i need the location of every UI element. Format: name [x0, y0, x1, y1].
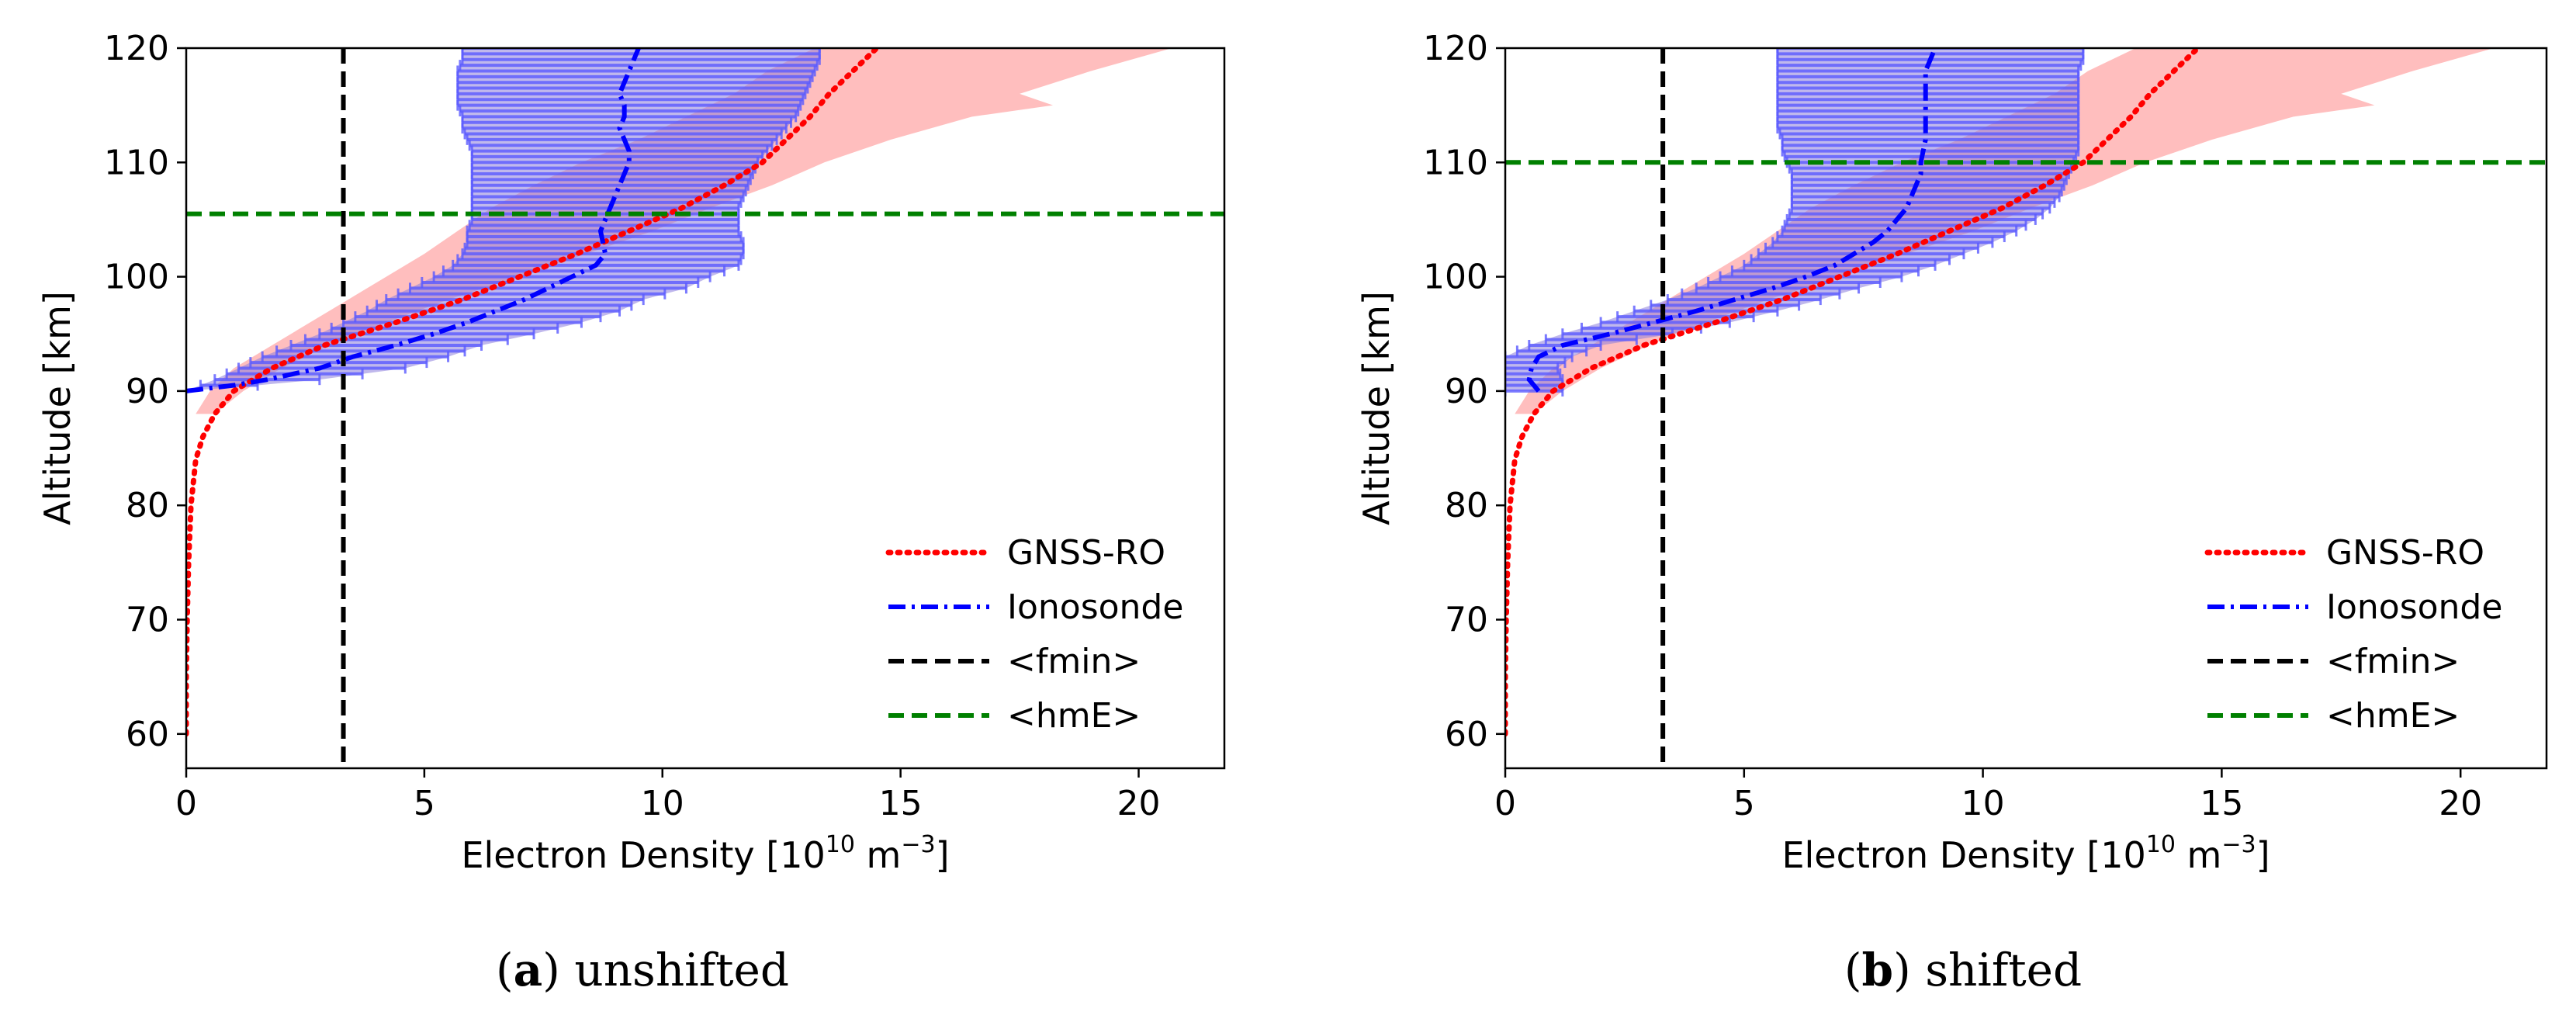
legend-label: <fmin>	[2326, 642, 2460, 681]
x-tick-label: 10	[1961, 784, 2005, 823]
gnss-ro-line	[186, 48, 880, 737]
x-axis-label-part: m	[855, 834, 901, 876]
y-tick-label: 80	[126, 486, 169, 525]
caption-paren: )	[1893, 944, 1925, 996]
axes-frame	[185, 47, 1226, 770]
x-tick-label: 5	[414, 784, 435, 823]
caption-paren: (	[1844, 944, 1862, 996]
x-axis-label-part: Electron Density [10	[461, 834, 825, 876]
caption-letter: b	[1862, 944, 1894, 996]
panel-b-shifted: 0 5 10 15 20 60 70 80 90 100 110 120 Electron Densit…	[1356, 29, 2548, 996]
x-axis-label-superscript: 10	[826, 831, 855, 858]
y-tick-label: 110	[1423, 143, 1488, 182]
panel-a-unshifted: 0 5 10 15 20 60 70 80 90 100 110 120 Electron Densit…	[36, 29, 1226, 996]
y-tick-label: 80	[1445, 486, 1488, 525]
legend-label: GNSS-RO	[1007, 533, 1165, 573]
legend-label: <hmE>	[2326, 696, 2460, 736]
x-tick-label: 15	[2200, 784, 2243, 823]
caption-letter: a	[514, 944, 543, 996]
x-tick-label: 20	[1117, 784, 1161, 823]
legend: GNSS-RO Ionosonde <fmin> <hmE>	[885, 533, 1183, 736]
legend-label: Ionosonde	[2326, 587, 2502, 627]
y-tick-label: 120	[104, 29, 169, 68]
x-tick-label: 0	[1494, 784, 1516, 823]
ionosonde-errorbars	[199, 48, 821, 391]
panel-caption: (a) unshifted	[496, 944, 789, 996]
x-axis-label-part: m	[2176, 834, 2221, 876]
x-axis-label-part: ]	[936, 834, 950, 876]
x-tick-label: 10	[641, 784, 684, 823]
y-tick-label: 70	[1445, 601, 1488, 640]
caption-text: shifted	[1925, 944, 2082, 996]
legend-label: Ionosonde	[1007, 587, 1183, 627]
y-tick-label: 70	[126, 601, 169, 640]
plot-area	[186, 48, 1224, 768]
y-tick-label: 90	[1445, 372, 1488, 411]
y-tick-label: 90	[126, 372, 169, 411]
y-tick-label: 110	[104, 143, 169, 182]
x-axis-label: Electron Density [1010 m−3]	[461, 831, 949, 876]
y-axis-label: Altitude [km]	[36, 291, 78, 525]
gnss-ro-line	[1505, 48, 2201, 737]
legend-label: <fmin>	[1007, 642, 1141, 681]
axes-frame	[1504, 47, 2548, 770]
caption-paren: (	[496, 944, 514, 996]
y-tick-label: 100	[1423, 258, 1488, 297]
x-axis-label-superscript: 10	[2146, 831, 2176, 858]
plot-area	[1505, 48, 2547, 768]
ionosonde-line	[1526, 48, 1937, 393]
y-tick-label: 120	[1423, 29, 1488, 68]
x-axis-label-superscript: −3	[901, 831, 935, 858]
caption-paren: )	[542, 944, 574, 996]
x-tick-label: 20	[2439, 784, 2482, 823]
legend-label: GNSS-RO	[2326, 533, 2484, 573]
x-tick-label: 5	[1733, 784, 1755, 823]
x-axis-label-part: ]	[2256, 834, 2270, 876]
y-tick-label: 100	[104, 258, 169, 297]
y-axis-label: Altitude [km]	[1356, 291, 1397, 525]
y-tick-label: 60	[126, 715, 169, 754]
legend-label: <hmE>	[1007, 696, 1141, 736]
x-axis-label-part: Electron Density [10	[1781, 834, 2145, 876]
x-axis-label-superscript: −3	[2221, 831, 2256, 858]
x-tick-label: 15	[879, 784, 923, 823]
caption-text: unshifted	[574, 944, 789, 996]
x-tick-label: 0	[175, 784, 197, 823]
x-axis-label: Electron Density [1010 m−3]	[1781, 831, 2270, 876]
panel-caption: (b) shifted	[1844, 944, 2082, 996]
ionosonde-line	[186, 48, 641, 393]
y-tick-label: 60	[1445, 715, 1488, 754]
legend: GNSS-RO Ionosonde <fmin> <hmE>	[2204, 533, 2502, 736]
